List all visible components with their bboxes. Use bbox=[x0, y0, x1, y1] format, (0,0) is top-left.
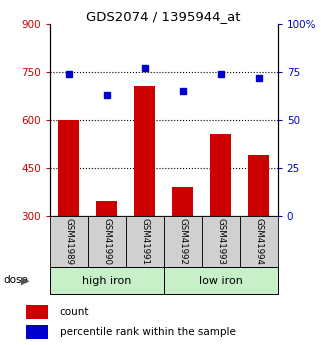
Bar bbox=[88, 216, 126, 267]
Bar bbox=[210, 134, 231, 216]
Text: GSM41990: GSM41990 bbox=[102, 218, 111, 265]
Bar bbox=[126, 216, 164, 267]
Text: high iron: high iron bbox=[82, 276, 131, 286]
Text: low iron: low iron bbox=[199, 276, 243, 286]
Bar bbox=[50, 267, 164, 294]
Bar bbox=[96, 201, 117, 216]
Text: GSM41989: GSM41989 bbox=[64, 218, 73, 265]
Text: percentile rank within the sample: percentile rank within the sample bbox=[60, 327, 235, 337]
Bar bbox=[248, 155, 269, 216]
Text: dose: dose bbox=[3, 276, 28, 285]
Text: GSM41992: GSM41992 bbox=[178, 218, 187, 265]
Text: GSM41994: GSM41994 bbox=[254, 218, 263, 265]
Bar bbox=[26, 305, 48, 319]
Text: count: count bbox=[60, 307, 89, 317]
Bar bbox=[240, 216, 278, 267]
Bar bbox=[50, 216, 88, 267]
Bar bbox=[26, 325, 48, 339]
Bar bbox=[134, 86, 155, 216]
Bar bbox=[164, 216, 202, 267]
Bar bbox=[202, 216, 240, 267]
Bar bbox=[58, 120, 79, 216]
Text: GSM41991: GSM41991 bbox=[140, 218, 149, 265]
Title: GDS2074 / 1395944_at: GDS2074 / 1395944_at bbox=[86, 10, 241, 23]
Text: GSM41993: GSM41993 bbox=[216, 218, 225, 265]
Text: ▶: ▶ bbox=[21, 276, 29, 285]
Bar bbox=[164, 267, 278, 294]
Bar bbox=[172, 187, 193, 216]
